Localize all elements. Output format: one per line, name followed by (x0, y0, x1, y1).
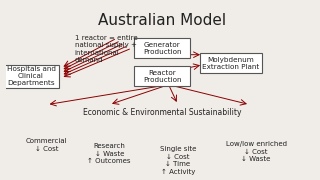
Text: Generator
Production: Generator Production (143, 42, 181, 55)
FancyBboxPatch shape (3, 65, 59, 88)
Text: Economic & Environmental Sustainability: Economic & Environmental Sustainability (83, 108, 242, 117)
Text: 1 reactor = entire
national supply +
international
demand: 1 reactor = entire national supply + int… (75, 35, 137, 63)
Text: Australian Model: Australian Model (98, 13, 226, 28)
Text: Low/low enriched
↓ Cost
↓ Waste: Low/low enriched ↓ Cost ↓ Waste (226, 141, 287, 162)
FancyBboxPatch shape (200, 53, 262, 73)
Text: Hospitals and
Clinical
Departments: Hospitals and Clinical Departments (6, 66, 56, 86)
Text: Research
↓ Waste
↑ Outcomes: Research ↓ Waste ↑ Outcomes (87, 143, 131, 164)
Text: Commercial
↓ Cost: Commercial ↓ Cost (26, 138, 68, 152)
FancyBboxPatch shape (134, 66, 190, 86)
Text: Reactor
Production: Reactor Production (143, 70, 181, 83)
Text: Molybdenum
Extraction Plant: Molybdenum Extraction Plant (203, 57, 260, 69)
FancyBboxPatch shape (134, 38, 190, 58)
Text: Single site
↓ Cost
↓ Time
↑ Activity: Single site ↓ Cost ↓ Time ↑ Activity (160, 146, 196, 175)
